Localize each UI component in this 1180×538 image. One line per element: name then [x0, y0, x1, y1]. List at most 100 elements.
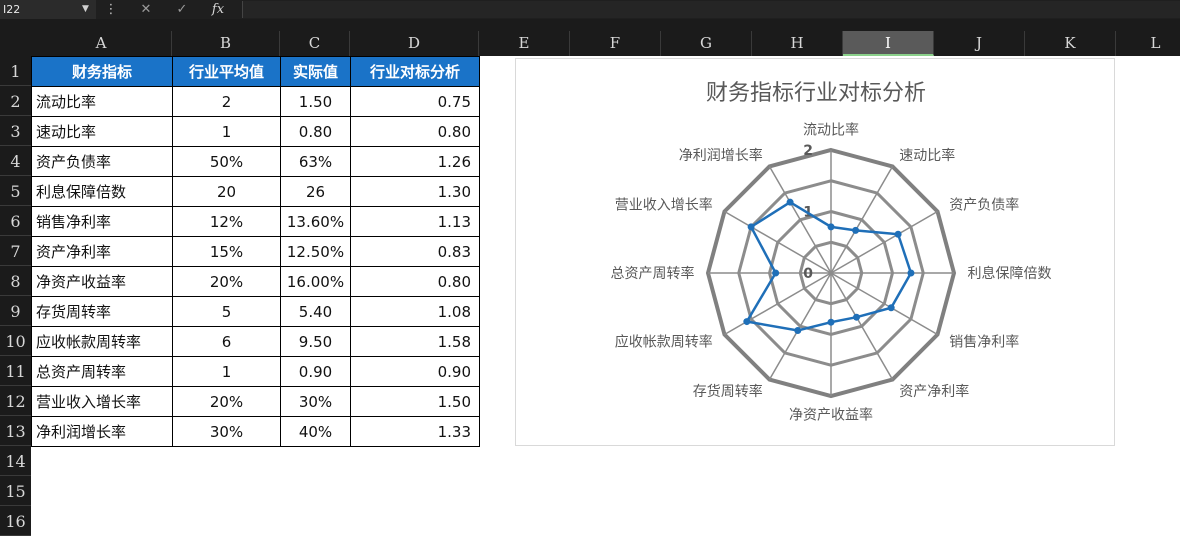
table-cell[interactable]: 16.00%: [280, 266, 351, 297]
table-cell[interactable]: 净资产收益率: [31, 266, 173, 297]
table-cell[interactable]: 12%: [172, 206, 281, 237]
insert-function-icon[interactable]: fx: [211, 2, 225, 17]
table-row: 流动比率 2 1.50 0.75: [31, 86, 480, 117]
column-header-i[interactable]: I: [843, 31, 934, 56]
radar-spoke: [724, 210, 832, 274]
row-header-15[interactable]: 15: [0, 476, 31, 506]
row-header-11[interactable]: 11: [0, 356, 31, 386]
header-cell[interactable]: 行业平均值: [172, 56, 281, 87]
table-cell[interactable]: 20%: [172, 266, 281, 297]
radar-category-label: 净利润增长率: [679, 147, 763, 164]
row-header-14[interactable]: 14: [0, 446, 31, 476]
table-cell[interactable]: 6: [172, 326, 281, 357]
row-header-2[interactable]: 2: [0, 86, 31, 116]
table-cell[interactable]: 50%: [172, 146, 281, 177]
row-header-4[interactable]: 4: [0, 146, 31, 176]
name-box-dropdown-icon[interactable]: ▼: [82, 4, 89, 14]
table-cell[interactable]: 5.40: [280, 296, 351, 327]
table-cell[interactable]: 5: [172, 296, 281, 327]
column-header-d[interactable]: D: [350, 31, 479, 56]
row-header-8[interactable]: 8: [0, 266, 31, 296]
column-header-k[interactable]: K: [1025, 31, 1116, 56]
table-cell[interactable]: 存货周转率: [31, 296, 173, 327]
enter-icon[interactable]: ✓: [176, 2, 188, 17]
table-cell[interactable]: 资产负债率: [31, 146, 173, 177]
column-header-l[interactable]: L: [1116, 31, 1180, 56]
row-header-5[interactable]: 5: [0, 176, 31, 206]
more-options-icon[interactable]: ⋮: [104, 2, 118, 17]
table-cell[interactable]: 12.50%: [280, 236, 351, 267]
column-header-f[interactable]: F: [570, 31, 661, 56]
table-cell[interactable]: 0.80: [350, 266, 480, 297]
table-cell[interactable]: 流动比率: [31, 86, 173, 117]
table-cell[interactable]: 1.30: [350, 176, 480, 207]
row-header-1[interactable]: 1: [0, 56, 31, 86]
column-header-g[interactable]: G: [661, 31, 752, 56]
table-cell[interactable]: 1.50: [350, 386, 480, 417]
radar-category-label: 净资产收益率: [789, 407, 873, 424]
table-cell[interactable]: 速动比率: [31, 116, 173, 147]
table-cell[interactable]: 40%: [280, 416, 351, 447]
row-header-13[interactable]: 13: [0, 416, 31, 446]
column-header-j[interactable]: J: [934, 31, 1025, 56]
header-cell[interactable]: 财务指标: [31, 56, 173, 87]
table-cell[interactable]: 20%: [172, 386, 281, 417]
radar-category-label: 存货周转率: [693, 383, 763, 400]
table-cell[interactable]: 1.08: [350, 296, 480, 327]
table-cell[interactable]: 1: [172, 356, 281, 387]
table-cell[interactable]: 销售净利率: [31, 206, 173, 237]
table-cell[interactable]: 1.50: [280, 86, 351, 117]
column-header-c[interactable]: C: [280, 31, 350, 56]
table-cell[interactable]: 15%: [172, 236, 281, 267]
table-cell[interactable]: 1.13: [350, 206, 480, 237]
table-cell[interactable]: 30%: [280, 386, 351, 417]
column-header-a[interactable]: A: [31, 31, 172, 56]
table-cell[interactable]: 0.83: [350, 236, 480, 267]
table-cell[interactable]: 30%: [172, 416, 281, 447]
table-cell[interactable]: 1.33: [350, 416, 480, 447]
table-cell[interactable]: 1.58: [350, 326, 480, 357]
table-cell[interactable]: 0.80: [280, 116, 351, 147]
table-cell[interactable]: 总资产周转率: [31, 356, 173, 387]
table-header-row: 财务指标 行业平均值 实际值 行业对标分析: [31, 56, 480, 87]
row-header-3[interactable]: 3: [0, 116, 31, 146]
table-cell[interactable]: 资产净利率: [31, 236, 173, 267]
table-cell[interactable]: 63%: [280, 146, 351, 177]
row-header-10[interactable]: 10: [0, 326, 31, 356]
row-header-16[interactable]: 16: [0, 506, 31, 536]
row-header-9[interactable]: 9: [0, 296, 31, 326]
data-table: 财务指标 行业平均值 实际值 行业对标分析 流动比率 2 1.50 0.75 速动比率 1 0.80…: [31, 56, 480, 447]
radar-category-label: 总资产周转率: [610, 265, 694, 282]
table-cell[interactable]: 0.75: [350, 86, 480, 117]
table-cell[interactable]: 应收帐款周转率: [31, 326, 173, 357]
table-cell[interactable]: 营业收入增长率: [31, 386, 173, 417]
table-cell[interactable]: 利息保障倍数: [31, 176, 173, 207]
table-cell[interactable]: 净利润增长率: [31, 416, 173, 447]
column-header-e[interactable]: E: [479, 31, 570, 56]
radar-data-point: [786, 198, 794, 206]
table-cell[interactable]: 1.26: [350, 146, 480, 177]
header-cell[interactable]: 实际值: [280, 56, 351, 87]
row-header-7[interactable]: 7: [0, 236, 31, 266]
cancel-icon[interactable]: ✕: [140, 2, 152, 17]
table-cell[interactable]: 0.90: [350, 356, 480, 387]
table-cell[interactable]: 26: [280, 176, 351, 207]
row-header-6[interactable]: 6: [0, 206, 31, 236]
table-cell[interactable]: 1: [172, 116, 281, 147]
column-header-b[interactable]: B: [172, 31, 280, 56]
formula-input[interactable]: [242, 1, 1180, 18]
name-box[interactable]: I22: [0, 0, 96, 19]
table-cell[interactable]: 9.50: [280, 326, 351, 357]
radar-category-label: 流动比率: [803, 121, 859, 138]
header-cell[interactable]: 行业对标分析: [350, 56, 480, 87]
table-cell[interactable]: 13.60%: [280, 206, 351, 237]
table-cell[interactable]: 20: [172, 176, 281, 207]
column-header-h[interactable]: H: [752, 31, 843, 56]
radar-category-label: 速动比率: [899, 147, 955, 164]
table-cell[interactable]: 0.90: [280, 356, 351, 387]
radar-chart[interactable]: 财务指标行业对标分析 0 1 2 流动比率 速动比率 资产负债率 利息保障倍数 销售净利率 资产…: [515, 58, 1115, 446]
radar-category-label: 应收帐款周转率: [615, 333, 713, 350]
row-header-12[interactable]: 12: [0, 386, 31, 416]
table-cell[interactable]: 0.80: [350, 116, 480, 147]
table-cell[interactable]: 2: [172, 86, 281, 117]
